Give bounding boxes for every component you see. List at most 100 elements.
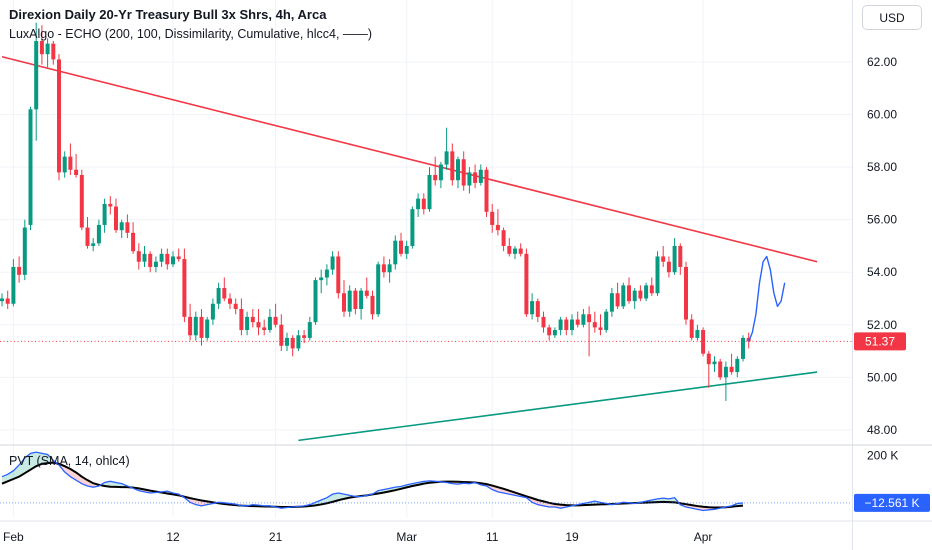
candle-body	[199, 316, 204, 338]
candle-body	[11, 266, 16, 304]
candle-body	[695, 330, 700, 338]
x-tick-label: 19	[565, 530, 579, 544]
candle-body	[741, 337, 745, 359]
candle-body	[34, 41, 39, 110]
candle-body	[478, 169, 483, 183]
candle-body	[672, 245, 677, 273]
y-tick-label: 56.00	[867, 213, 897, 227]
candle-body	[410, 209, 415, 246]
candles	[0, 22, 751, 401]
candle-body	[119, 222, 124, 231]
candle-body	[370, 295, 375, 315]
candle-body	[701, 330, 706, 354]
candle-body	[74, 169, 79, 176]
candle-body	[233, 303, 238, 310]
candle-body	[609, 293, 614, 312]
candle-body	[399, 240, 403, 254]
pvt-tick-label: 200 K	[867, 448, 898, 462]
candle-body	[421, 198, 426, 210]
candle-body	[51, 43, 56, 60]
candle-body	[239, 309, 244, 331]
candle-body	[661, 256, 666, 262]
candle-body	[324, 269, 329, 278]
candle-body	[279, 324, 284, 346]
candle-body	[507, 245, 512, 254]
candle-body	[518, 248, 523, 254]
candle-body	[587, 314, 592, 323]
x-tick-label: 11	[486, 530, 499, 544]
candle-body	[655, 256, 660, 294]
candle-body	[68, 156, 73, 170]
candle-body	[262, 327, 267, 331]
trendlines	[0, 56, 852, 442]
candle-body	[114, 206, 118, 231]
candle-body	[644, 285, 649, 299]
candle-body	[376, 264, 381, 315]
candle-body	[148, 253, 153, 267]
candle-body	[706, 353, 711, 365]
candle-body	[393, 240, 398, 265]
current-price-text: 51.37	[865, 334, 895, 348]
candle-body	[495, 224, 500, 231]
candle-body	[347, 290, 352, 312]
candle-body	[159, 253, 164, 262]
candle-body	[136, 251, 141, 262]
pvt-fill	[30, 452, 37, 470]
candle-body	[313, 280, 318, 323]
candle-body	[250, 316, 255, 323]
candle-body	[182, 259, 187, 317]
candle-body	[353, 290, 358, 310]
x-tick-label: Mar	[396, 530, 417, 544]
x-tick-label: Apr	[694, 530, 713, 544]
candle-body	[627, 285, 631, 302]
candle-body	[416, 198, 421, 210]
candle-body	[541, 316, 546, 328]
candle-body	[689, 319, 694, 338]
candle-body	[729, 366, 734, 373]
pvt-fill	[19, 458, 25, 477]
candle-body	[210, 303, 215, 320]
x-tick-label: 21	[269, 530, 283, 544]
candle-body	[273, 316, 278, 325]
candle-body	[552, 330, 557, 336]
candle-body	[501, 230, 506, 246]
candle-body	[581, 314, 586, 325]
candle-body	[598, 327, 603, 331]
price-axis	[852, 0, 932, 550]
candle-body	[222, 287, 227, 299]
candle-body	[461, 159, 466, 186]
candle-body	[125, 222, 130, 233]
candle-body	[456, 159, 460, 181]
candle-body	[535, 301, 540, 317]
candle-body	[547, 327, 552, 336]
currency-button[interactable]: USD	[862, 5, 922, 30]
candle-body	[364, 290, 369, 296]
y-tick-label: 62.00	[867, 55, 897, 69]
candle-body	[735, 358, 740, 373]
candle-body	[0, 298, 4, 302]
candle-body	[638, 290, 643, 299]
candle-body	[205, 319, 210, 338]
y-tick-label: 60.00	[867, 108, 897, 122]
candle-body	[678, 245, 683, 267]
candle-body	[319, 277, 324, 281]
candle-body	[342, 293, 346, 312]
pvt-fill	[41, 453, 48, 464]
candle-body	[621, 285, 626, 307]
candle-body	[102, 203, 107, 225]
candle-body	[28, 109, 33, 225]
pvt-fill	[13, 465, 20, 479]
pvt-fill	[24, 453, 31, 474]
candle-body	[718, 361, 723, 378]
candle-body	[387, 264, 392, 273]
pvt-legend[interactable]: PVT (SMA, 14, ohlc4)	[9, 454, 130, 468]
indicator-legend[interactable]: LuxAlgo - ECHO (200, 100, Dissimilarity,…	[9, 27, 373, 41]
candle-body	[490, 211, 495, 225]
candle-body	[575, 319, 580, 325]
candle-body	[228, 298, 232, 304]
pvt-fill	[36, 452, 42, 467]
candle-body	[467, 172, 472, 186]
candle-body	[245, 316, 250, 331]
candle-body	[39, 41, 44, 55]
